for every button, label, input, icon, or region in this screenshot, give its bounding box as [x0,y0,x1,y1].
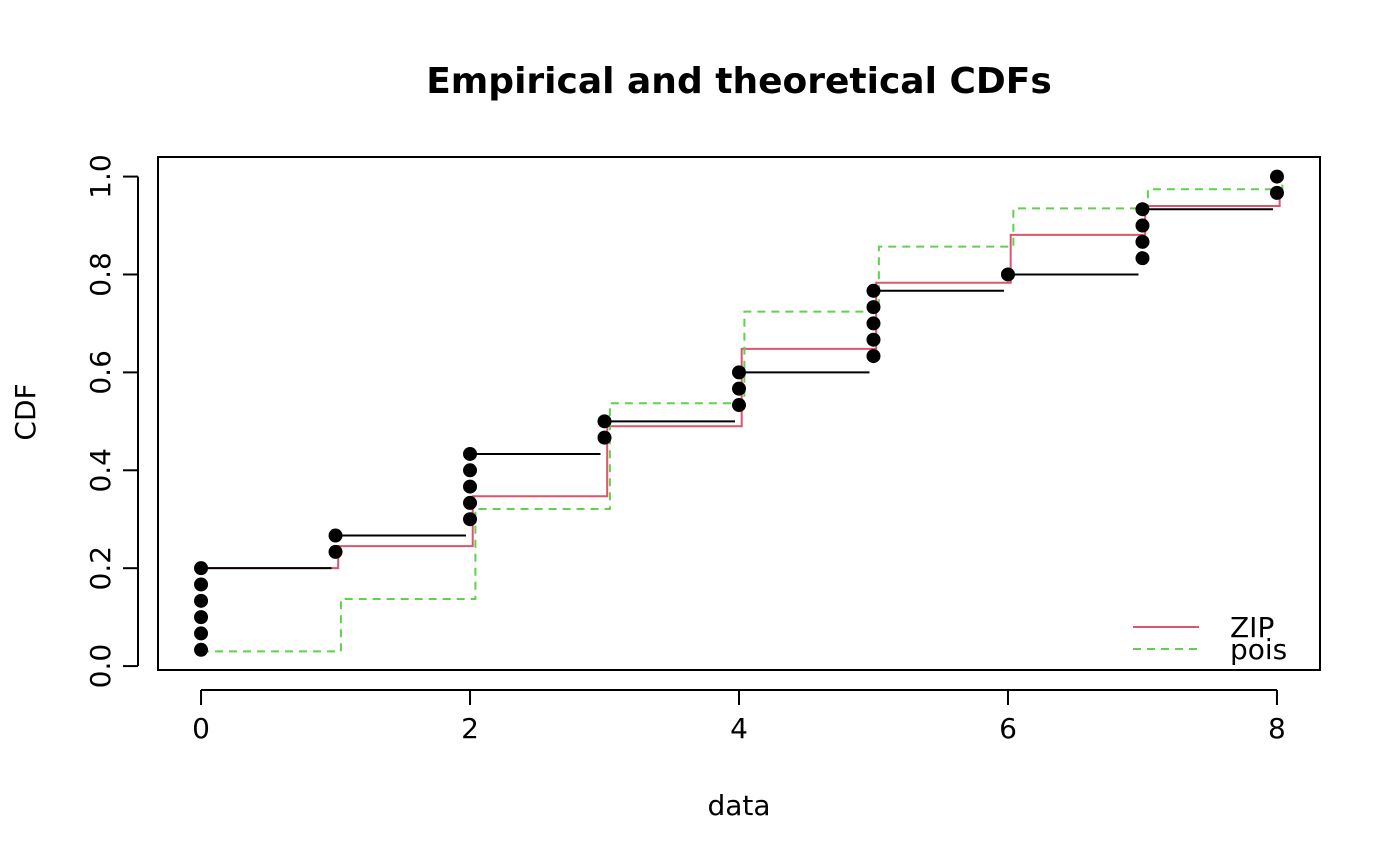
empirical-point [463,463,478,478]
empirical-point [597,430,612,445]
empirical-point [732,365,746,380]
empirical-point [194,610,209,625]
empirical-point [328,528,343,543]
empirical-point [1135,202,1150,217]
series-zip-line [201,192,1281,570]
empirical-point [194,577,209,592]
x-axis: 0 2 4 6 8 [192,689,1286,745]
empirical-point [732,398,746,413]
empirical-point [866,300,881,315]
x-tick-label: 2 [461,712,479,745]
empirical-point [328,544,343,559]
legend-label-pois: pois [1230,633,1287,666]
series-pois-line [201,180,1284,653]
empirical-point [194,561,209,576]
empirical-point [1269,185,1284,200]
empirical-point [463,479,478,494]
empirical-point [463,512,478,527]
chart-title: Empirical and theoretical CDFs [426,61,1052,102]
x-tick-label: 6 [999,712,1017,745]
y-tick-label: 0.6 [84,350,117,395]
y-tick-label: 0.4 [84,448,117,493]
empirical-point [866,283,881,298]
plot-frame [157,156,1321,671]
y-axis: 0.0 0.2 0.4 0.6 0.8 1.0 [84,154,139,689]
empirical-point [1135,251,1150,266]
empirical-point [463,495,478,510]
y-axis-label: CDF [9,383,42,440]
empirical-point [866,332,881,347]
y-tick-label: 0.0 [84,644,117,689]
empirical-point [463,446,478,461]
empirical-point [1000,267,1015,282]
empirical-point [1135,218,1150,233]
empirical-point [1269,169,1284,184]
empirical-point [597,414,612,429]
y-tick-label: 0.2 [84,546,117,591]
empirical-point [194,626,209,641]
empirical-point [194,593,209,608]
legend-label-zip: ZIP [1230,611,1274,644]
empirical-layer [194,169,1284,657]
x-tick-label: 8 [1268,712,1286,745]
x-tick-label: 4 [730,712,748,745]
empirical-point [866,316,881,331]
y-tick-label: 1.0 [84,154,117,199]
empirical-point [194,642,209,657]
y-tick-label: 0.8 [84,252,117,297]
empirical-point [866,349,881,364]
x-axis-label: data [707,789,770,822]
series-layer [201,180,1284,653]
empirical-point [1135,234,1150,249]
empirical-point [732,381,746,396]
x-tick-label: 0 [192,712,210,745]
